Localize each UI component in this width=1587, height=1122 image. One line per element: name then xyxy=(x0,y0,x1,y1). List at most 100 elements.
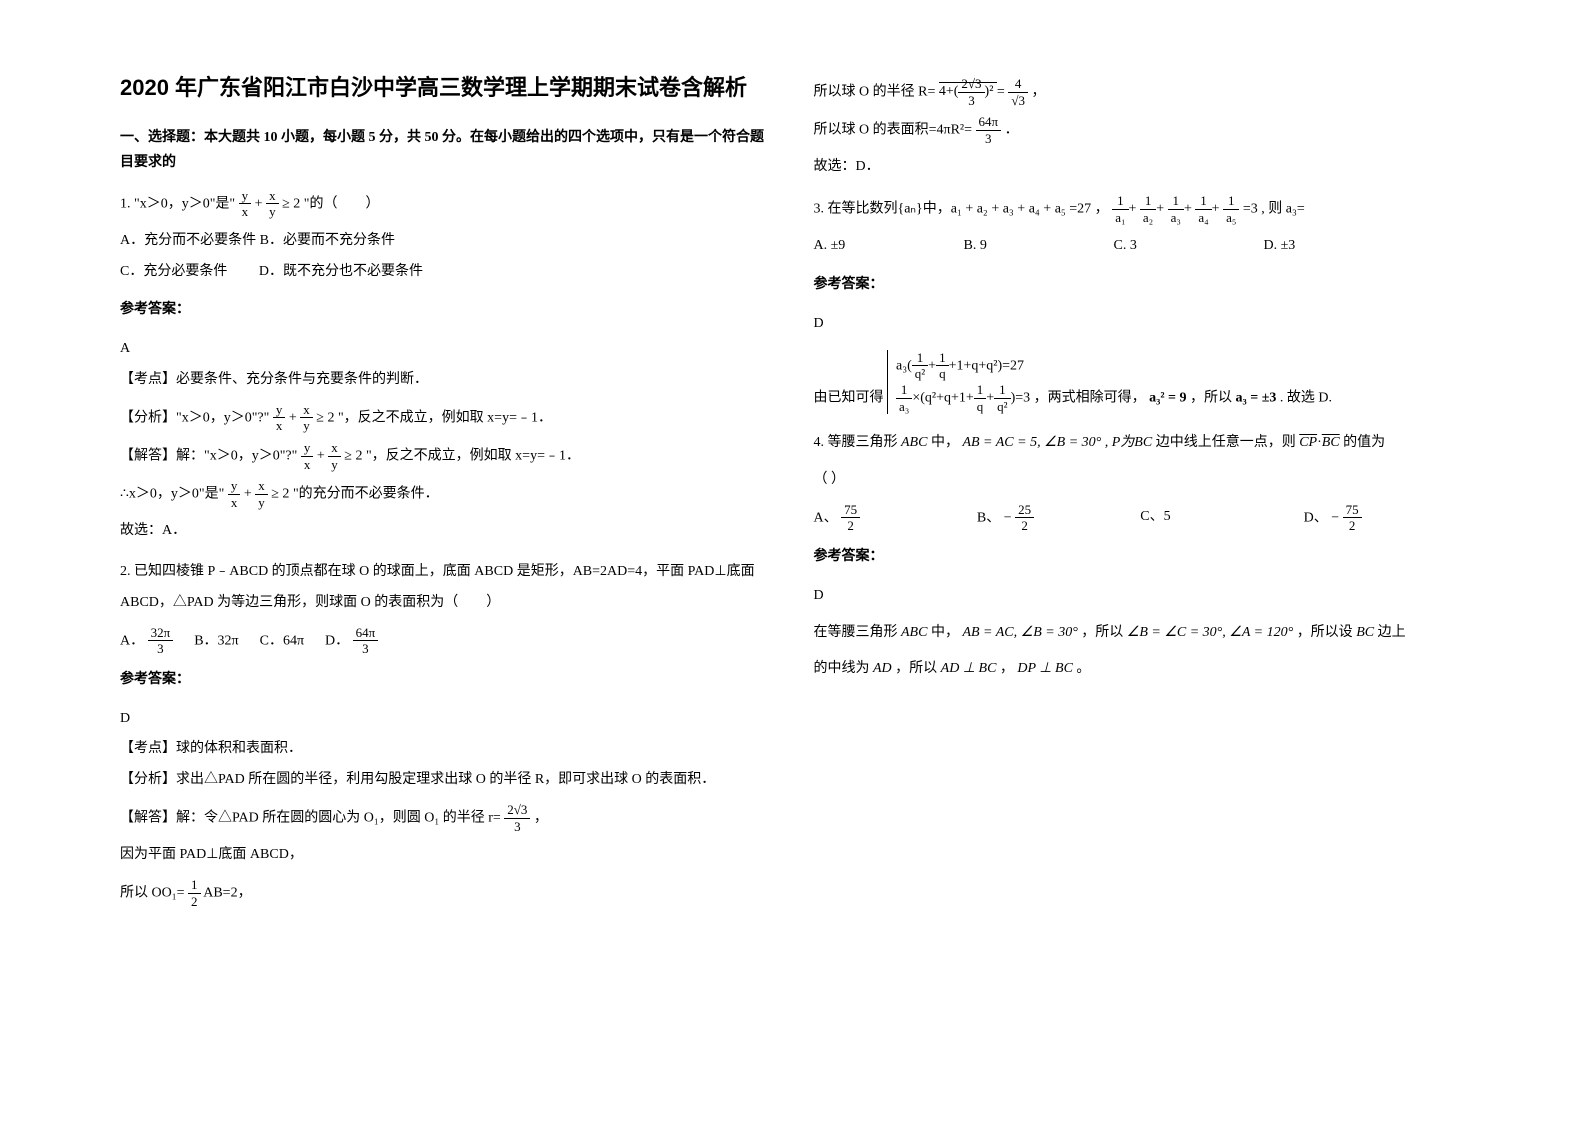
plus: + xyxy=(255,196,263,211)
q2r-guxuan: 故选：D． xyxy=(814,152,1468,183)
frac-den: 2 xyxy=(1015,518,1034,534)
frac-num: 75 xyxy=(841,502,860,519)
frac-num: 64π xyxy=(353,625,379,642)
q4-sol-line2-mid: ，所以 xyxy=(895,661,937,676)
d: a₄ xyxy=(1195,210,1211,226)
frac-den: x xyxy=(301,457,314,473)
frac-num: 64π xyxy=(976,114,1002,131)
q4-sol-perp: AD ⊥ BC xyxy=(941,661,997,676)
frac-den: y xyxy=(255,495,268,511)
n: 1 xyxy=(1195,193,1211,210)
q3-stem-mid: =3 , 则 a₃= xyxy=(1243,201,1305,216)
frac-num: x xyxy=(255,478,268,495)
n: 1 xyxy=(1112,193,1128,210)
q1-guxuan: 故选：A． xyxy=(120,516,774,547)
frac-den: 3 xyxy=(976,131,1002,147)
frac-num: 2√3 xyxy=(504,802,530,819)
q2-answer: D xyxy=(120,704,774,735)
q2-optA-label: A． xyxy=(120,633,144,648)
page-title: 2020 年广东省阳江市白沙中学高三数学理上学期期末试卷含解析 xyxy=(120,70,774,105)
suf: ． xyxy=(1005,123,1019,138)
q3-optB: B. 9 xyxy=(964,231,1114,262)
frac-den: 3 xyxy=(958,93,984,109)
q4-optB-label: B、 xyxy=(977,510,1000,525)
q1-answer: A xyxy=(120,334,774,365)
frac-den: y xyxy=(328,457,341,473)
q3-answer: D xyxy=(814,309,1468,340)
q2-fenxi: 【分析】求出△PAD 所在圆的半径，利用勾股定理求出球 O 的半径 R，即可求出… xyxy=(120,765,774,796)
ge2: ≥ 2 xyxy=(316,410,334,425)
q4-sol-end: 。 xyxy=(1076,661,1090,676)
frac-den: x xyxy=(228,495,241,511)
q1-optB: B．必要而不充分条件 xyxy=(260,233,395,248)
q4-stem-mid2: , P为BC xyxy=(1105,435,1152,450)
q2-jieda-suffix: ， xyxy=(534,810,548,825)
question-4: 4. 等腰三角形 ABC 中， AB = AC = 5, ∠B = 30° , … xyxy=(814,428,1468,685)
q1-conc-suffix: "的充分而不必要条件． xyxy=(293,486,439,501)
q4-stem-suffix: 的值为 xyxy=(1343,435,1385,450)
q2-line3-prefix: 所以 OO₁= xyxy=(120,885,185,900)
frac-num: x xyxy=(328,440,341,457)
q2r-area-prefix: 所以球 O 的表面积=4πR²= xyxy=(814,123,976,138)
q1-optA: A．充分而不必要条件 xyxy=(120,233,256,248)
eq1: a₃(1q²+1q+1+q+q²)=27 xyxy=(896,350,1030,382)
d: a₅ xyxy=(1223,210,1239,226)
q4-sol-prefix: 在等腰三角形 xyxy=(814,625,898,640)
q4-answer: D xyxy=(814,581,1468,612)
q4-optA-label: A、 xyxy=(814,510,838,525)
question-3: 3. 在等比数列{aₙ}中，a₁ + a₂ + a₃ + a₄ + a₅ =27… xyxy=(814,193,1468,418)
q3-a3sq: a₃² = 9 xyxy=(1149,390,1186,405)
q4-sol-ang: ∠B = ∠C = 30°, ∠A = 120° xyxy=(1127,625,1293,640)
ge2: ≥ 2 xyxy=(344,448,362,463)
q1-fenxi-suffix: "，反之不成立，例如取 x=y=﹣1． xyxy=(338,410,552,425)
question-2: 2. 已知四棱锥 P﹣ABCD 的顶点都在球 O 的球面上，底面 ABCD 是矩… xyxy=(120,557,774,909)
frac-den: x xyxy=(273,418,286,434)
q2-optB: B．32π xyxy=(194,633,238,648)
frac-den: 2 xyxy=(841,518,860,534)
frac-num: 1 xyxy=(188,877,201,894)
q1-jieda-prefix: 【解答】解："x＞0，y＞0"?" xyxy=(120,448,297,463)
neg: − xyxy=(1004,510,1012,525)
q2-kaodian: 【考点】球的体积和表面积． xyxy=(120,734,774,765)
q4-optD-label: D、 xyxy=(1304,510,1328,525)
frac-num: y xyxy=(239,188,252,205)
eq2: 1a₃×(q²+q+1+1q+1q²)=3 xyxy=(896,382,1030,414)
sqrt-inner: 4+( xyxy=(939,84,959,99)
answer-label: 参考答案： xyxy=(120,665,774,696)
ge2: ≥ 2 xyxy=(271,486,289,501)
q1-kaodian: 【考点】必要条件、充分条件与充要条件的判断． xyxy=(120,365,774,396)
frac-den: 3 xyxy=(504,819,530,835)
q3-analysis-end: . 故选 D. xyxy=(1280,390,1332,405)
frac-den: 3 xyxy=(353,641,379,657)
q1-stem-prefix: 1. "x＞0，y＞0"是" xyxy=(120,196,235,211)
answer-label: 参考答案： xyxy=(120,295,774,326)
q4-sol-perp2: DP ⊥ BC xyxy=(1017,661,1073,676)
question-2-cont: 所以球 O 的半径 R= 4+(2√33)² = 4√3 ， 所以球 O 的表面… xyxy=(814,76,1468,183)
q4-sol-comma: ， xyxy=(1000,661,1014,676)
ge2: ≥ 2 xyxy=(282,196,300,211)
frac-num: 4 xyxy=(1008,76,1028,93)
q4-sol-mid4: 边上 xyxy=(1378,625,1406,640)
d: a₂ xyxy=(1140,210,1156,226)
q4-sol-line2-prefix: 的中线为 xyxy=(814,661,870,676)
frac-den: 2 xyxy=(188,894,201,910)
q3-analysis-mid2: ，所以 xyxy=(1190,390,1232,405)
q4-cond1: AB = AC = 5, ∠B = 30° xyxy=(962,435,1101,450)
q1-conc-prefix: ∴x＞0，y＞0"是" xyxy=(120,486,224,501)
q2-optC: C．64π xyxy=(260,633,304,648)
answer-label: 参考答案： xyxy=(814,270,1468,301)
q3-analysis-prefix: 由已知可得 xyxy=(814,390,884,405)
q2-line2: 因为平面 PAD⊥底面 ABCD， xyxy=(120,840,774,871)
frac-den: y xyxy=(266,204,279,220)
q3-a3val: a₃ = ±3 xyxy=(1236,390,1277,405)
q3-stem-prefix: 3. 在等比数列{aₙ}中，a₁ + a₂ + a₃ + a₄ + a₅ =27… xyxy=(814,201,1109,216)
frac-den: x xyxy=(239,204,252,220)
question-1: 1. "x＞0，y＞0"是" yx + xy ≥ 2 "的（ ） A．充分而不必… xyxy=(120,188,774,548)
vec-cp: CP xyxy=(1299,435,1317,450)
n: 1 xyxy=(1140,193,1156,210)
q3-analysis-mid: ，两式相除可得， xyxy=(1034,390,1146,405)
q1-jieda-suffix: "，反之不成立，例如取 x=y=﹣1． xyxy=(366,448,580,463)
plus: + xyxy=(289,410,297,425)
plus: + xyxy=(317,448,325,463)
frac-den: y xyxy=(300,418,313,434)
